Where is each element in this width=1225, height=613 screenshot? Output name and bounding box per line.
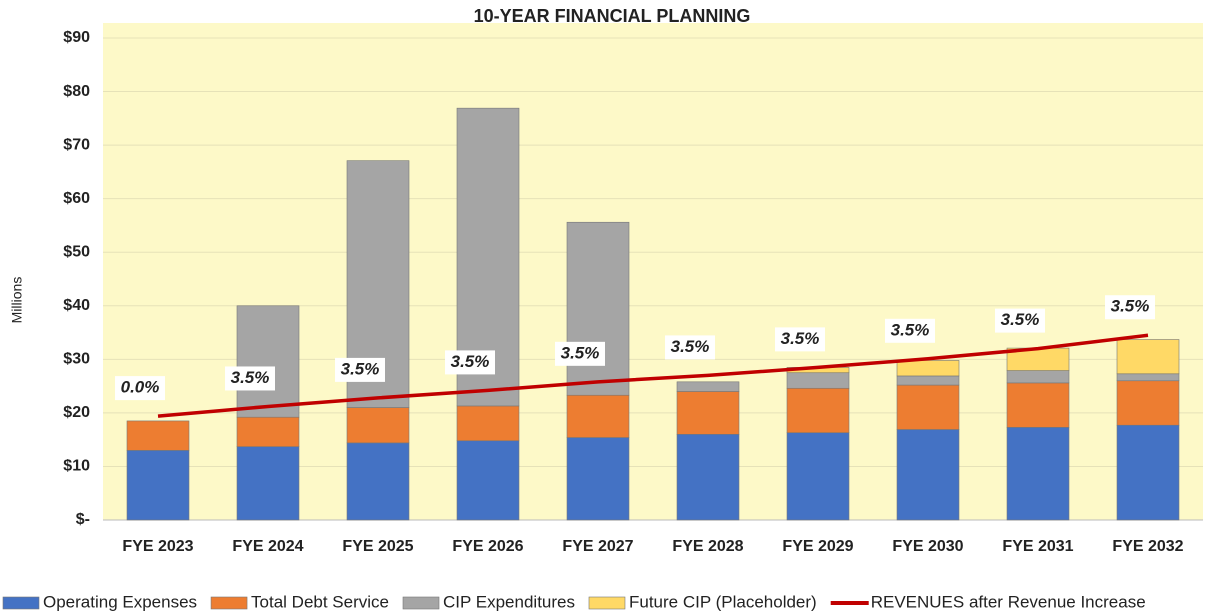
annotation-box: [995, 308, 1045, 333]
y-tick-label: $40: [63, 297, 90, 314]
legend-label: Future CIP (Placeholder): [629, 592, 817, 611]
bar-segment: [236, 416, 300, 447]
bar-segment: [896, 429, 960, 521]
annotation-box: [665, 335, 715, 360]
annotation-box: [885, 318, 935, 343]
x-tick-label: FYE 2024: [232, 538, 303, 555]
bar-segment: [126, 450, 190, 521]
annotation-label: 3.5%: [781, 329, 820, 348]
bar-segment: [1006, 370, 1070, 384]
x-tick-label: FYE 2030: [892, 538, 963, 555]
legend-swatch: [2, 596, 40, 610]
y-tick-label: $90: [63, 29, 90, 46]
x-tick-label: FYE 2028: [672, 538, 743, 555]
bar-segment: [1116, 424, 1180, 521]
bar-segment: [786, 372, 850, 389]
x-tick-label: FYE 2029: [782, 538, 853, 555]
bar-segment: [346, 442, 410, 521]
y-tick-label: $80: [63, 83, 90, 100]
bar-segment: [1006, 382, 1070, 428]
y-tick-label: $-: [76, 511, 90, 528]
bar-segment: [676, 381, 740, 392]
legend-label: Total Debt Service: [251, 592, 389, 611]
annotation-box: [1105, 295, 1155, 320]
bar-segment: [1116, 339, 1180, 375]
annotation-label: 3.5%: [671, 337, 710, 356]
annotation-box: [115, 376, 165, 401]
annotation-box: [555, 341, 605, 366]
bar-segment: [786, 387, 850, 434]
bar-segment: [896, 360, 960, 377]
revenue-line: [157, 333, 1149, 418]
bar-segment: [456, 440, 520, 521]
annotation-label: 3.5%: [341, 359, 380, 378]
bar-segment: [1116, 373, 1180, 382]
bar-segment: [566, 437, 630, 521]
annotation-label: 3.5%: [1001, 310, 1040, 329]
y-axis-label: Millions: [9, 277, 25, 324]
x-tick-label: FYE 2026: [452, 538, 523, 555]
x-tick-label: FYE 2023: [122, 538, 193, 555]
y-tick-label: $50: [63, 243, 90, 260]
bar-segment: [896, 375, 960, 386]
bar-segment: [786, 432, 850, 521]
chart-title: 10-YEAR FINANCIAL PLANNING: [474, 6, 751, 26]
bar-segment: [1116, 380, 1180, 426]
bar-segment: [236, 305, 300, 418]
legend-label: CIP Expenditures: [443, 592, 575, 611]
annotation-box: [445, 350, 495, 375]
bar-segment: [566, 221, 630, 396]
bar-segment: [566, 394, 630, 438]
legend-label: Operating Expenses: [43, 592, 197, 611]
y-tick-label: $30: [63, 351, 90, 368]
bar-segment: [236, 446, 300, 521]
legend-swatch: [210, 596, 248, 610]
y-tick-label: $70: [63, 136, 90, 153]
bar-segment: [456, 405, 520, 442]
bar-segment: [676, 434, 740, 521]
legend-swatch: [402, 596, 440, 610]
bar-segment: [676, 391, 740, 435]
annotation-label: 0.0%: [121, 378, 160, 397]
bar-segment: [126, 420, 190, 451]
annotation-label: 3.5%: [451, 352, 490, 371]
bar-segment: [346, 407, 410, 444]
y-tick-label: $10: [63, 458, 90, 475]
legend-swatch: [588, 596, 626, 610]
annotation-label: 3.5%: [561, 343, 600, 362]
annotation-box: [335, 357, 385, 382]
legend-label: REVENUES after Revenue Increase: [871, 592, 1146, 611]
bar-segment: [1006, 427, 1070, 521]
y-tick-label: $60: [63, 190, 90, 207]
x-tick-label: FYE 2025: [342, 538, 413, 555]
annotation-label: 3.5%: [231, 368, 270, 387]
annotation-label: 3.5%: [891, 320, 930, 339]
x-tick-label: FYE 2032: [1112, 538, 1183, 555]
annotation-box: [775, 327, 825, 352]
bar-segment: [896, 384, 960, 430]
annotation-label: 3.5%: [1111, 297, 1150, 316]
x-tick-label: FYE 2031: [1002, 538, 1073, 555]
annotation-box: [225, 366, 275, 391]
y-tick-label: $20: [63, 404, 90, 421]
x-tick-label: FYE 2027: [562, 538, 633, 555]
